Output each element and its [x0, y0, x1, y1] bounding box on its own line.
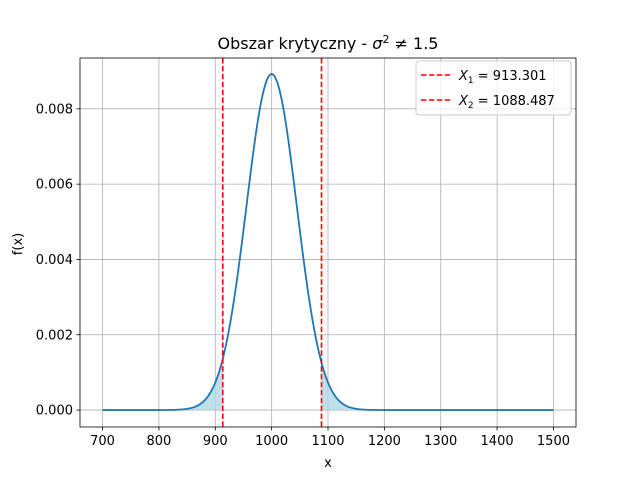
x-tick-label: 1500	[537, 434, 570, 449]
critical-lines	[221, 58, 323, 427]
x-axis-label: x	[324, 456, 332, 471]
density-curve-group	[102, 73, 554, 411]
legend: X1 = 913.301 X2 = 1088.487	[415, 60, 572, 116]
legend-label-x1: X1 = 913.301	[458, 69, 547, 86]
y-tick-label: 0.006	[36, 178, 73, 193]
y-tick-label: 0.008	[36, 102, 73, 117]
x-tick-label: 1400	[481, 434, 514, 449]
density-curve	[102, 73, 554, 411]
legend-box	[415, 60, 572, 116]
x-tick-label: 1300	[424, 434, 457, 449]
x-axis-ticks: 700 800 900 1000 1100 1200 1300 1400 1500	[90, 427, 570, 449]
x-tick-label: 1000	[255, 434, 288, 449]
chart-title: Obszar krytyczny - σ2 ≠ 1.5	[218, 33, 439, 53]
x-tick-label: 1200	[368, 434, 401, 449]
y-axis-label: f(x)	[11, 233, 26, 255]
y-tick-label: 0.002	[36, 328, 73, 343]
x-tick-label: 800	[146, 434, 171, 449]
x-tick-label: 700	[90, 434, 115, 449]
x-tick-label: 1100	[311, 434, 344, 449]
y-axis-ticks: 0.000 0.002 0.004 0.006 0.008	[36, 102, 80, 419]
shaded-region	[102, 358, 223, 411]
legend-label-x2: X2 = 1088.487	[458, 94, 555, 111]
x-tick-label: 900	[203, 434, 228, 449]
y-tick-label: 0.000	[36, 404, 73, 419]
y-tick-label: 0.004	[36, 253, 73, 268]
